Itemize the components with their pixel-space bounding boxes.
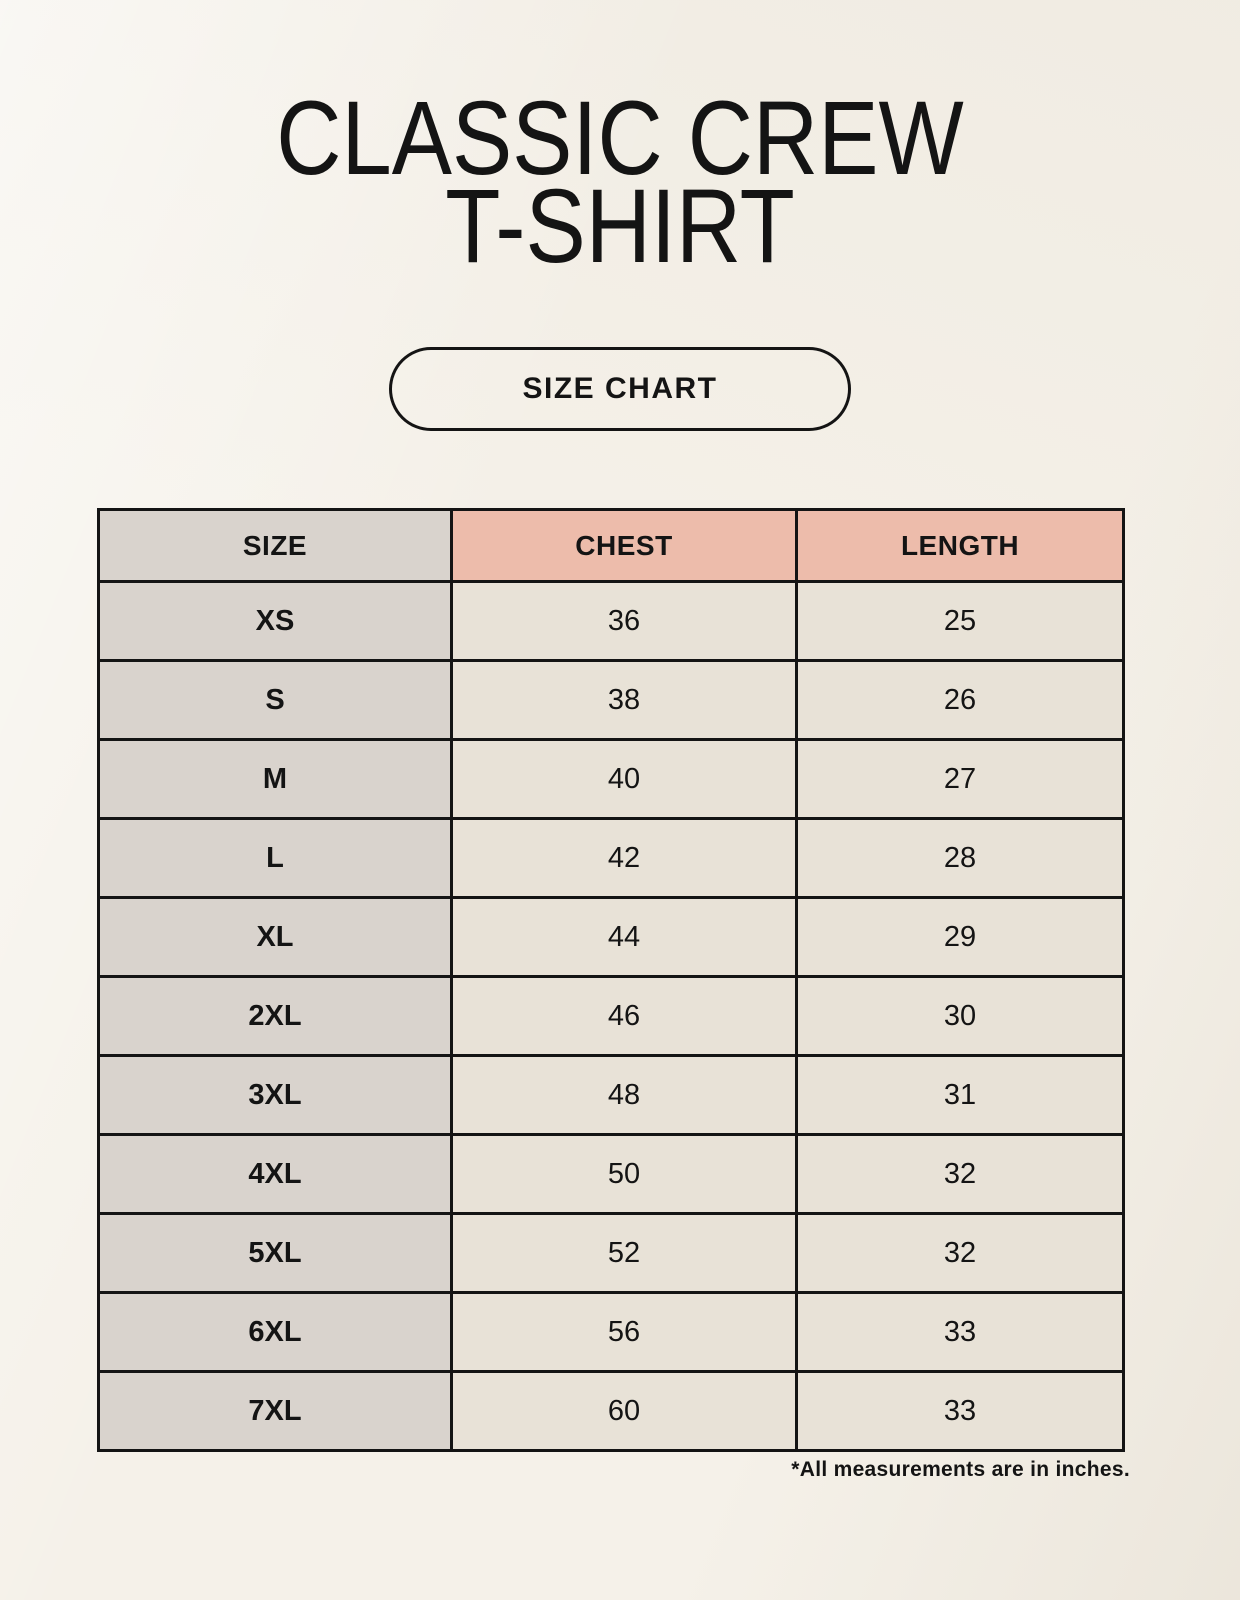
- size-cell: XS: [97, 580, 453, 662]
- size-cell: 5XL: [97, 1212, 453, 1294]
- table-row: M 40 27: [97, 738, 1125, 820]
- size-cell: 7XL: [97, 1370, 453, 1452]
- page-title: CLASSIC CREW T-SHIRT: [87, 80, 1153, 285]
- table-row: 4XL 50 32: [97, 1133, 1125, 1215]
- column-header-size: SIZE: [97, 508, 453, 583]
- table-row: 6XL 56 33: [97, 1291, 1125, 1373]
- chest-cell: 48: [450, 1054, 798, 1136]
- length-cell: 26: [795, 659, 1125, 741]
- column-header-length: LENGTH: [795, 508, 1125, 583]
- length-cell: 25: [795, 580, 1125, 662]
- chest-cell: 36: [450, 580, 798, 662]
- table-row: XL 44 29: [97, 896, 1125, 978]
- table-row: 7XL 60 33: [97, 1370, 1125, 1452]
- size-cell: 3XL: [97, 1054, 453, 1136]
- table-row: S 38 26: [97, 659, 1125, 741]
- table-row: 2XL 46 30: [97, 975, 1125, 1057]
- table-row: 3XL 48 31: [97, 1054, 1125, 1136]
- size-cell: XL: [97, 896, 453, 978]
- size-table: SIZE CHEST LENGTH XS 36 25 S 38 26 M 40 27 L 42 28 X…: [97, 508, 1125, 1452]
- chest-cell: 38: [450, 659, 798, 741]
- length-cell: 29: [795, 896, 1125, 978]
- table-row: XS 36 25: [97, 580, 1125, 662]
- table-header-row: SIZE CHEST LENGTH: [97, 508, 1125, 583]
- chest-cell: 40: [450, 738, 798, 820]
- length-cell: 28: [795, 817, 1125, 899]
- length-cell: 31: [795, 1054, 1125, 1136]
- chest-cell: 42: [450, 817, 798, 899]
- size-cell: S: [97, 659, 453, 741]
- chest-cell: 44: [450, 896, 798, 978]
- size-cell: M: [97, 738, 453, 820]
- size-cell: 4XL: [97, 1133, 453, 1215]
- length-cell: 27: [795, 738, 1125, 820]
- length-cell: 33: [795, 1370, 1125, 1452]
- table-row: 5XL 52 32: [97, 1212, 1125, 1294]
- chest-cell: 56: [450, 1291, 798, 1373]
- page-title-line-2: T-SHIRT: [445, 168, 795, 285]
- size-cell: 6XL: [97, 1291, 453, 1373]
- size-chart-button[interactable]: SIZE CHART: [389, 347, 851, 431]
- column-header-chest: CHEST: [450, 508, 798, 583]
- chest-cell: 46: [450, 975, 798, 1057]
- length-cell: 33: [795, 1291, 1125, 1373]
- size-table-body: XS 36 25 S 38 26 M 40 27 L 42 28 XL 44 29 2XL 46 30 3XL 48 3…: [97, 580, 1125, 1452]
- length-cell: 32: [795, 1212, 1125, 1294]
- length-cell: 32: [795, 1133, 1125, 1215]
- chest-cell: 50: [450, 1133, 798, 1215]
- size-cell: L: [97, 817, 453, 899]
- page-title-line-1: CLASSIC CREW: [276, 80, 964, 197]
- chest-cell: 60: [450, 1370, 798, 1452]
- length-cell: 30: [795, 975, 1125, 1057]
- size-cell: 2XL: [97, 975, 453, 1057]
- measurements-note: *All measurements are in inches.: [791, 1458, 1130, 1481]
- size-chart-button-label: SIZE CHART: [522, 372, 718, 405]
- chest-cell: 52: [450, 1212, 798, 1294]
- table-row: L 42 28: [97, 817, 1125, 899]
